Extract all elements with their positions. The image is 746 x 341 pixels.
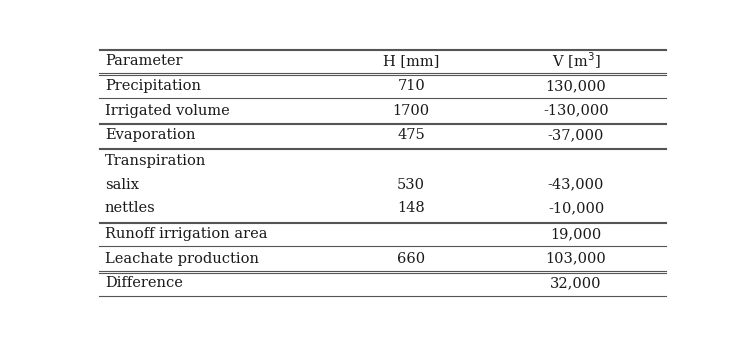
Text: -37,000: -37,000 <box>548 128 604 142</box>
Text: Difference: Difference <box>104 276 183 290</box>
Text: 530: 530 <box>397 178 425 192</box>
Text: 19,000: 19,000 <box>551 227 601 241</box>
Text: 130,000: 130,000 <box>545 79 606 93</box>
Text: nettles: nettles <box>104 201 156 215</box>
Text: H [mm]: H [mm] <box>383 54 439 68</box>
Text: Parameter: Parameter <box>104 54 182 68</box>
Text: Runoff irrigation area: Runoff irrigation area <box>104 227 267 241</box>
Text: 148: 148 <box>398 201 425 215</box>
Text: Transpiration: Transpiration <box>104 154 206 168</box>
Text: Irrigated volume: Irrigated volume <box>104 104 230 118</box>
Text: 103,000: 103,000 <box>545 252 606 266</box>
Text: V [m$^3$]: V [m$^3$] <box>552 51 601 71</box>
Text: salix: salix <box>104 178 139 192</box>
Text: -10,000: -10,000 <box>548 201 604 215</box>
Text: Evaporation: Evaporation <box>104 128 195 142</box>
Text: Leachate production: Leachate production <box>104 252 259 266</box>
Text: 1700: 1700 <box>392 104 430 118</box>
Text: 710: 710 <box>398 79 425 93</box>
Text: 32,000: 32,000 <box>551 276 602 290</box>
Text: Precipitation: Precipitation <box>104 79 201 93</box>
Text: 475: 475 <box>398 128 425 142</box>
Text: -43,000: -43,000 <box>548 178 604 192</box>
Text: -130,000: -130,000 <box>543 104 609 118</box>
Text: 660: 660 <box>397 252 425 266</box>
